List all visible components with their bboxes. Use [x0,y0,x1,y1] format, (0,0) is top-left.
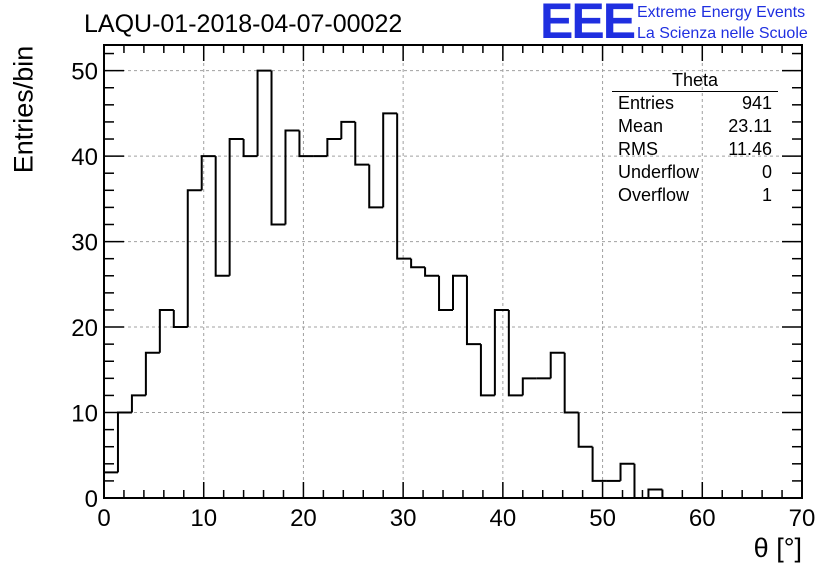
histogram-bin [228,138,244,276]
stats-value: 23.11 [728,116,772,136]
histogram-bin [382,112,398,208]
histogram-bin [158,308,174,353]
y-tick-label: 0 [85,486,98,513]
histogram-bin [661,489,677,499]
histogram-bin [549,351,565,379]
histogram-bin [214,156,230,277]
stats-value: 941 [741,93,772,113]
y-tick-label: 30 [71,230,98,257]
x-tick-label: 30 [390,505,417,532]
histogram-bin [452,274,467,310]
histogram-bin [256,69,272,157]
histogram-bin [200,155,216,191]
x-tick-label: 40 [490,505,517,532]
eee-logo: EEE [540,0,636,49]
histogram-bin [507,309,523,397]
histogram-bin [284,129,300,225]
histogram-bin [186,189,202,328]
stats-label: RMS [618,139,658,159]
y-axis-label: Entries/bin [8,45,39,174]
y-tick-label: 20 [71,315,98,342]
chart-title: LAQU-01-2018-04-07-00022 [84,10,403,38]
x-tick-label: 10 [190,505,217,532]
histogram-series [103,69,802,499]
histogram-bin [354,121,370,166]
stats-value: 1 [761,185,772,205]
y-tick-label: 40 [71,144,98,171]
stats-row-rms: RMS 11.46 [612,138,778,161]
histogram-bin [647,488,663,498]
stats-row-mean: Mean 23.11 [612,115,778,138]
histogram-bin [116,411,132,473]
stats-label: Mean [618,116,664,136]
stats-value: 11.46 [728,139,772,159]
stats-row-underflow: Underflow 0 [612,161,778,184]
histogram-bin [521,377,537,396]
plot-frame [103,44,803,499]
x-tick-label: 20 [290,505,317,532]
stats-label: Entries [618,93,675,113]
y-tick-label: 10 [71,401,98,428]
x-tick-label: 0 [97,505,110,532]
histogram-bin [479,344,495,397]
histogram-bin [493,308,509,396]
y-tick-label: 50 [71,59,98,86]
logo-line-2: La Scienza nelle Scuole [637,25,808,42]
x-tick-label: 70 [789,505,816,532]
histogram-bin [591,446,607,482]
stats-box: Theta Entries 941 Mean 23.11 RMS 11.46 U… [612,70,778,207]
stats-label: Underflow [618,162,700,182]
histogram-bin [424,267,440,277]
histogram-bin [633,463,649,499]
histogram-bin [130,394,146,413]
histogram-bin [410,258,426,269]
histogram-bin [396,113,412,260]
histogram-bin [270,70,286,226]
histogram-bin [103,471,118,498]
grid-lines [104,45,802,498]
stats-label: Overflow [618,185,690,205]
x-axis-label: θ [°] [753,533,802,563]
histogram-bin [465,275,481,346]
histogram-bin [368,164,384,209]
histogram-bin [298,130,314,158]
histogram-bin [619,462,635,481]
logo-line-1: Extreme Energy Events [637,4,806,21]
stats-row-entries: Entries 941 [612,92,778,115]
histogram-bin [326,138,342,157]
stats-value: 0 [761,162,772,182]
x-tick-label: 60 [689,505,716,532]
histogram-bin [340,120,356,140]
histogram-bin [172,309,188,329]
histogram-bin [563,352,579,414]
histogram-bin [577,412,593,448]
histogram-bin [438,275,453,311]
axis-ticks [103,45,803,499]
histogram-bin [144,351,160,396]
stats-title: Theta [612,70,778,92]
x-tick-label: 50 [589,505,616,532]
stats-row-overflow: Overflow 1 [612,184,778,207]
histogram-bin [242,139,258,158]
